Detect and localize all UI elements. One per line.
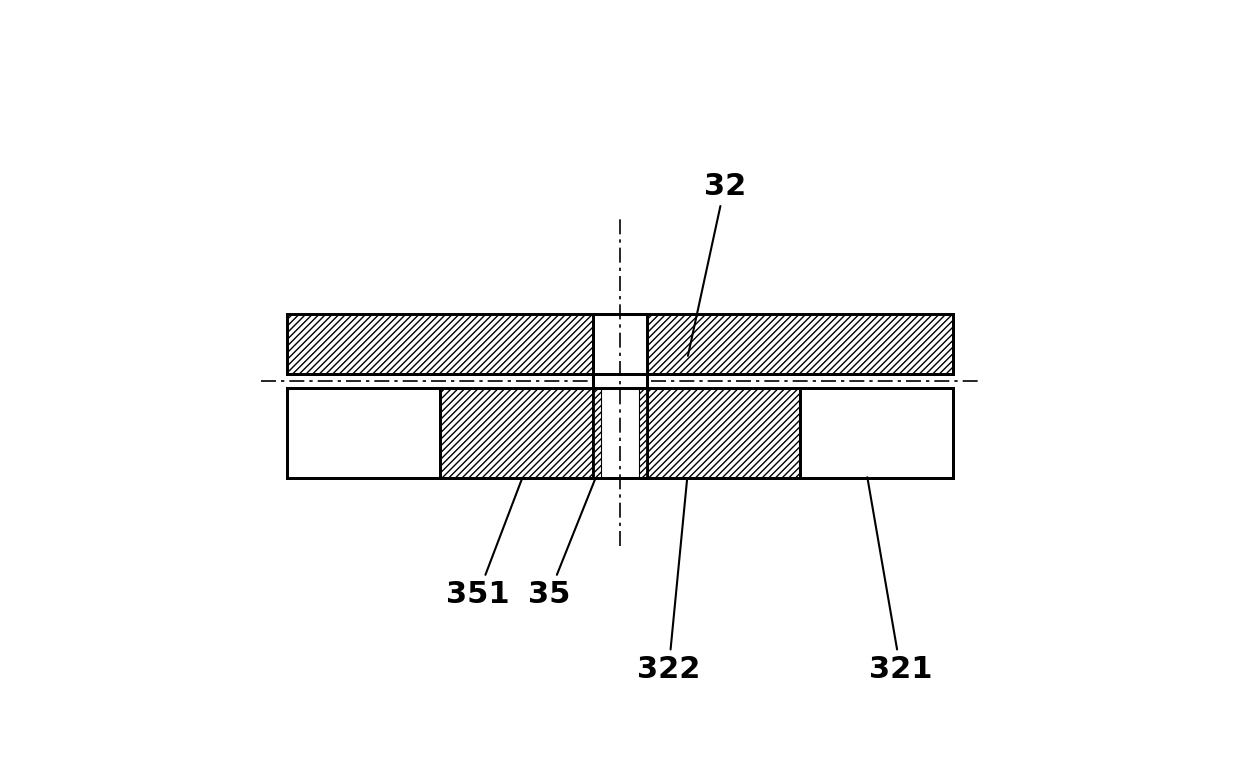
Bar <box>640 389 647 479</box>
Text: 321: 321 <box>867 477 932 684</box>
Bar <box>593 389 600 479</box>
Bar <box>593 314 647 479</box>
Bar <box>288 314 593 373</box>
Bar <box>800 389 952 479</box>
Bar <box>440 389 593 479</box>
Text: 322: 322 <box>637 479 701 684</box>
Text: 32: 32 <box>688 171 746 356</box>
Bar <box>647 389 800 479</box>
Text: 35: 35 <box>528 479 595 609</box>
Text: 351: 351 <box>446 479 522 609</box>
Bar <box>288 389 440 479</box>
Bar <box>647 314 952 373</box>
